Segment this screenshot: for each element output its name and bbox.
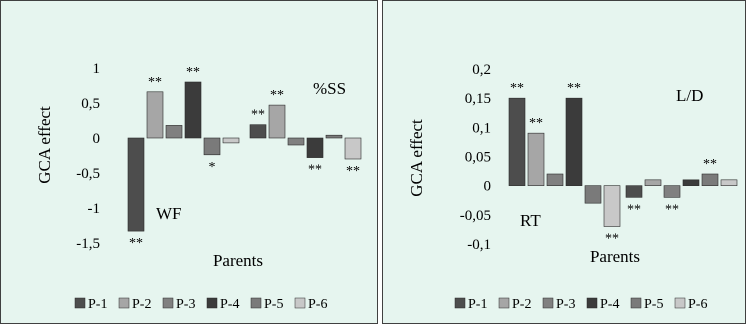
left-legend-swatch-p-3 xyxy=(162,297,174,309)
right-legend-swatch-p-6 xyxy=(674,297,686,309)
chart-right-background xyxy=(382,0,746,324)
right-legend-label-p-4: P-4 xyxy=(600,297,619,312)
right-bar-p-3-ld xyxy=(663,185,681,198)
right-bar-p-6-rt xyxy=(603,185,621,227)
left-legend-label-p-2: P-2 xyxy=(132,297,151,312)
right-significance-mark: ** xyxy=(703,157,717,172)
left-legend-swatch-p-2 xyxy=(118,297,130,309)
left-legend-label-p-4: P-4 xyxy=(220,297,239,312)
left-y-tick-label: -1,5 xyxy=(76,236,100,252)
right-x-axis-label: Parents xyxy=(590,247,640,266)
left-bar-p-3-wf xyxy=(165,125,183,139)
right-bar-p-4-ld xyxy=(682,179,700,186)
right-legend-swatch-p-5 xyxy=(630,297,642,309)
right-group-label-ld: L/D xyxy=(676,86,703,105)
left-legend-label-p-5: P-5 xyxy=(264,297,283,312)
right-bar-p-1-rt xyxy=(508,97,526,186)
right-legend-swatch-p-2 xyxy=(498,297,510,309)
left-group-label-wf: WF xyxy=(156,204,182,223)
right-legend-label-p-5: P-5 xyxy=(644,297,663,312)
right-bar-p-2-ld xyxy=(644,179,662,186)
right-significance-mark: ** xyxy=(510,81,524,96)
left-annotations: ************* ** xyxy=(129,65,360,251)
left-legend: P-1 P-2 P-3 P-4 P-5 P-6 xyxy=(74,297,327,312)
left-bar-p-3-ss xyxy=(287,137,305,146)
left-bar-p-4-wf xyxy=(184,81,202,139)
left-y-axis-label: GCA effect xyxy=(35,106,54,184)
right-legend-label-p-3: P-3 xyxy=(556,297,575,312)
left-y-tick-label: -0,5 xyxy=(76,166,100,182)
left-bar-p-4-ss xyxy=(306,137,324,158)
right-bar-p-1-ld xyxy=(625,185,643,198)
right-y-tick-label: 0,1 xyxy=(472,120,491,136)
left-bar-p-1-wf xyxy=(127,137,145,232)
right-legend: P-1 P-2 P-3 P-4 P-5 P-6 xyxy=(454,297,707,312)
left-bar-p-6-wf xyxy=(222,137,240,144)
right-y-tick-label: 0 xyxy=(484,179,492,195)
right-legend-swatch-p-3 xyxy=(542,297,554,309)
left-bar-p-5-wf xyxy=(203,137,221,156)
right-y-tick-label: 0,05 xyxy=(465,150,491,166)
right-bar-p-5-rt xyxy=(584,185,602,204)
right-annotations: ** ** ** ** ** ** ** xyxy=(510,81,717,246)
left-y-tick-label: -1 xyxy=(88,201,101,217)
left-legend-label-p-1: P-1 xyxy=(88,297,107,312)
left-bar-p-2-wf xyxy=(146,91,164,139)
right-group-label-rt: RT xyxy=(520,211,541,230)
right-significance-mark: ** xyxy=(567,81,581,96)
left-bar-p-1-ss xyxy=(249,124,267,139)
right-significance-mark: ** xyxy=(627,202,641,217)
left-ticks: 1 0,5 0 -0,5 -1 -1,5 xyxy=(76,61,100,252)
right-legend-swatch-p-4 xyxy=(586,297,598,309)
chart-left-background xyxy=(0,0,378,324)
left-significance-mark: * xyxy=(209,160,216,175)
left-y-tick-label: 1 xyxy=(93,61,101,77)
right-significance-mark: ** xyxy=(605,232,619,247)
left-group-label-ss: %SS xyxy=(313,79,346,98)
left-legend-swatch-p-6 xyxy=(294,297,306,309)
left-significance-mark: ** xyxy=(148,75,162,90)
left-significance-mark: ** xyxy=(346,164,360,179)
right-y-tick-label: 0,2 xyxy=(472,62,491,78)
right-bar-p-2-rt xyxy=(527,132,545,186)
left-significance-mark: ** xyxy=(308,163,322,178)
right-legend-label-p-6: P-6 xyxy=(688,297,707,312)
left-y-tick-label: 0,5 xyxy=(81,96,100,112)
left-x-axis-label: Parents xyxy=(213,251,263,270)
right-bar-p-6-ld xyxy=(720,179,738,186)
right-y-tick-label: 0,15 xyxy=(465,91,491,107)
chart-right: 0,2 0,15 0,1 0,05 0 -0,05 -0,1 ** ** ** ** ** **** … xyxy=(382,0,746,324)
left-significance-mark: ** xyxy=(129,236,143,251)
right-significance-mark: ** xyxy=(665,202,679,217)
right-significance-mark: ** xyxy=(529,116,543,131)
left-bar-p-6-ss xyxy=(344,137,362,160)
right-bars xyxy=(508,97,738,227)
left-significance-mark: ** xyxy=(186,65,200,80)
left-significance-mark: ** xyxy=(251,108,265,123)
right-y-axis-label: GCA effect xyxy=(407,119,426,197)
left-bars xyxy=(127,81,362,232)
right-bar-p-5-ld xyxy=(701,173,719,186)
right-legend-swatch-p-1 xyxy=(454,297,466,309)
left-legend-label-p-6: P-6 xyxy=(308,297,327,312)
left-bar-p-2-ss xyxy=(268,104,286,139)
right-y-tick-label: -0,1 xyxy=(467,237,491,253)
chart-left: 10,50-0,5-1-1,5 ************* ** GCA effe… xyxy=(0,0,378,324)
right-y-tick-label: -0,05 xyxy=(460,208,491,224)
right-ticks: 0,2 0,15 0,1 0,05 0 -0,05 -0,1 xyxy=(460,62,491,253)
left-significance-mark: ** xyxy=(270,88,284,103)
right-legend-label-p-2: P-2 xyxy=(512,297,531,312)
right-bar-p-3-rt xyxy=(546,173,564,186)
left-legend-swatch-p-5 xyxy=(250,297,262,309)
left-legend-swatch-p-1 xyxy=(74,297,86,309)
left-legend-swatch-p-4 xyxy=(206,297,218,309)
right-legend-label-p-1: P-1 xyxy=(468,297,487,312)
left-legend-label-p-3: P-3 xyxy=(176,297,195,312)
left-bar-p-5-ss xyxy=(325,134,343,139)
right-bar-p-4-rt xyxy=(565,97,583,186)
left-y-tick-label: 0 xyxy=(93,131,101,147)
